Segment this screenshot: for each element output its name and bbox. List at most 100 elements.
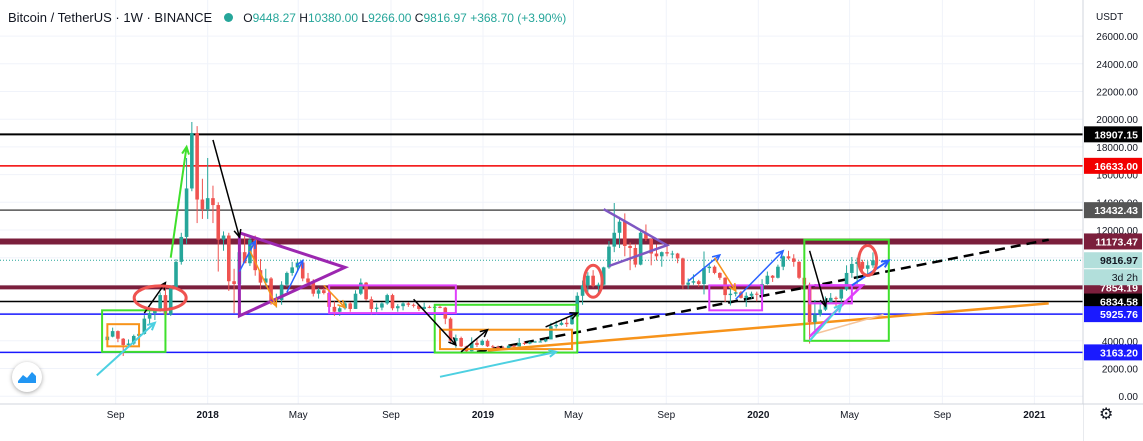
blue-arrow-head [775,249,785,259]
candle-body [728,293,733,296]
green-box [803,238,890,342]
candle-body [332,306,337,312]
countdown-tag [1084,269,1142,286]
cyan-arrow [96,322,156,377]
high-value: 10380.00 [307,10,359,25]
candle-body [839,289,844,299]
candle-body [786,256,791,259]
purple-triangle [237,231,350,319]
x-tick-label: 2020 [747,410,770,421]
candle-body [190,133,194,189]
candle-body [475,342,479,345]
candle-body [306,278,310,283]
candle-body [601,267,606,285]
candle-body [512,345,516,347]
candle-body [850,263,854,273]
candle-body [232,281,236,285]
candle-body [702,268,706,285]
candle-body [163,295,168,315]
candle-body [617,221,622,233]
tradingview-logo-icon[interactable] [12,362,42,392]
y-tick-label: 22000.00 [1096,88,1138,99]
candle-body [380,303,384,308]
candle-body [855,261,859,264]
candle-body [538,341,543,343]
black-arrow-head [819,298,828,308]
black-arrow-head [448,337,458,347]
candle-body [168,288,173,315]
candle-body [216,205,221,240]
candle-body [665,252,669,254]
candle-body [607,246,611,268]
blue-arrow-head [880,259,891,268]
candle-body [623,221,627,246]
candle-body [517,342,522,347]
price-axis-bg [1083,0,1143,441]
candle-body [765,275,770,285]
pale-orange-line [814,313,884,335]
candle-body [813,314,817,323]
candle-body [644,232,648,240]
blue-arrow [687,254,721,282]
settings-gear-icon[interactable]: ⚙ [1099,406,1114,423]
level-price-tag [1084,126,1142,143]
low-value: 9266.00 [368,10,412,25]
chart-gridlines [0,0,1083,404]
change-value: +368.70 (+3.90%) [470,10,567,25]
candle-body [158,295,162,312]
candle-body [485,340,490,347]
candle-body [865,265,870,269]
candle-body [258,270,263,283]
candle-body [733,292,738,294]
candle-body [691,281,696,283]
close-value: 9816.97 [423,10,467,25]
ohlc-values: O9448.27 H10380.00 L9266.00 C9816.97 +36… [243,11,566,25]
candle-body [543,339,548,342]
level-price-tag [1084,344,1142,361]
low-label: L [361,10,369,25]
candle-body [279,284,284,300]
black-arrow-head [233,228,242,239]
y-tick-label: 2000.00 [1102,365,1139,376]
candle-body [586,275,590,286]
red-ellipse [582,263,604,299]
candle-body [628,245,632,249]
candle-body [374,307,379,309]
cyan-arrow [439,350,557,378]
candle-body [395,306,400,309]
green-arrow-head [181,144,190,155]
time-axis-bg [0,404,1083,441]
candle-body [654,253,659,257]
candle-body [126,343,131,345]
candle-body [401,303,405,307]
y-tick-label: 12000.00 [1096,226,1138,237]
candle-body [411,304,416,306]
candle-body [142,318,147,334]
candle-body [322,290,326,294]
x-tick-label: 2019 [472,410,495,421]
y-tick-label: 26000.00 [1096,32,1138,43]
y-tick-label: 24000.00 [1096,60,1138,71]
currency-label: USDT [1096,12,1123,23]
level-price-label: 7854.19 [1100,282,1138,294]
candle-body [522,342,527,344]
candle-body [659,252,664,257]
open-value: 9448.27 [252,10,296,25]
candle-body [195,133,199,200]
candle-body [184,188,189,237]
candle-body [469,342,474,352]
orange-arrow-head [269,298,278,308]
candle-body [591,275,595,287]
high-label: H [299,10,308,25]
candle-body [596,284,601,287]
symbol-title[interactable]: Bitcoin / TetherUS · 1W · BINANCE [8,10,213,25]
blue-arrow-head [248,239,257,250]
blue-arrow [286,260,304,293]
candle-body [638,232,643,265]
candle-body [459,338,463,347]
y-tick-label: 20000.00 [1096,115,1138,126]
candle-body [390,295,395,309]
last-price-tag [1084,252,1142,269]
